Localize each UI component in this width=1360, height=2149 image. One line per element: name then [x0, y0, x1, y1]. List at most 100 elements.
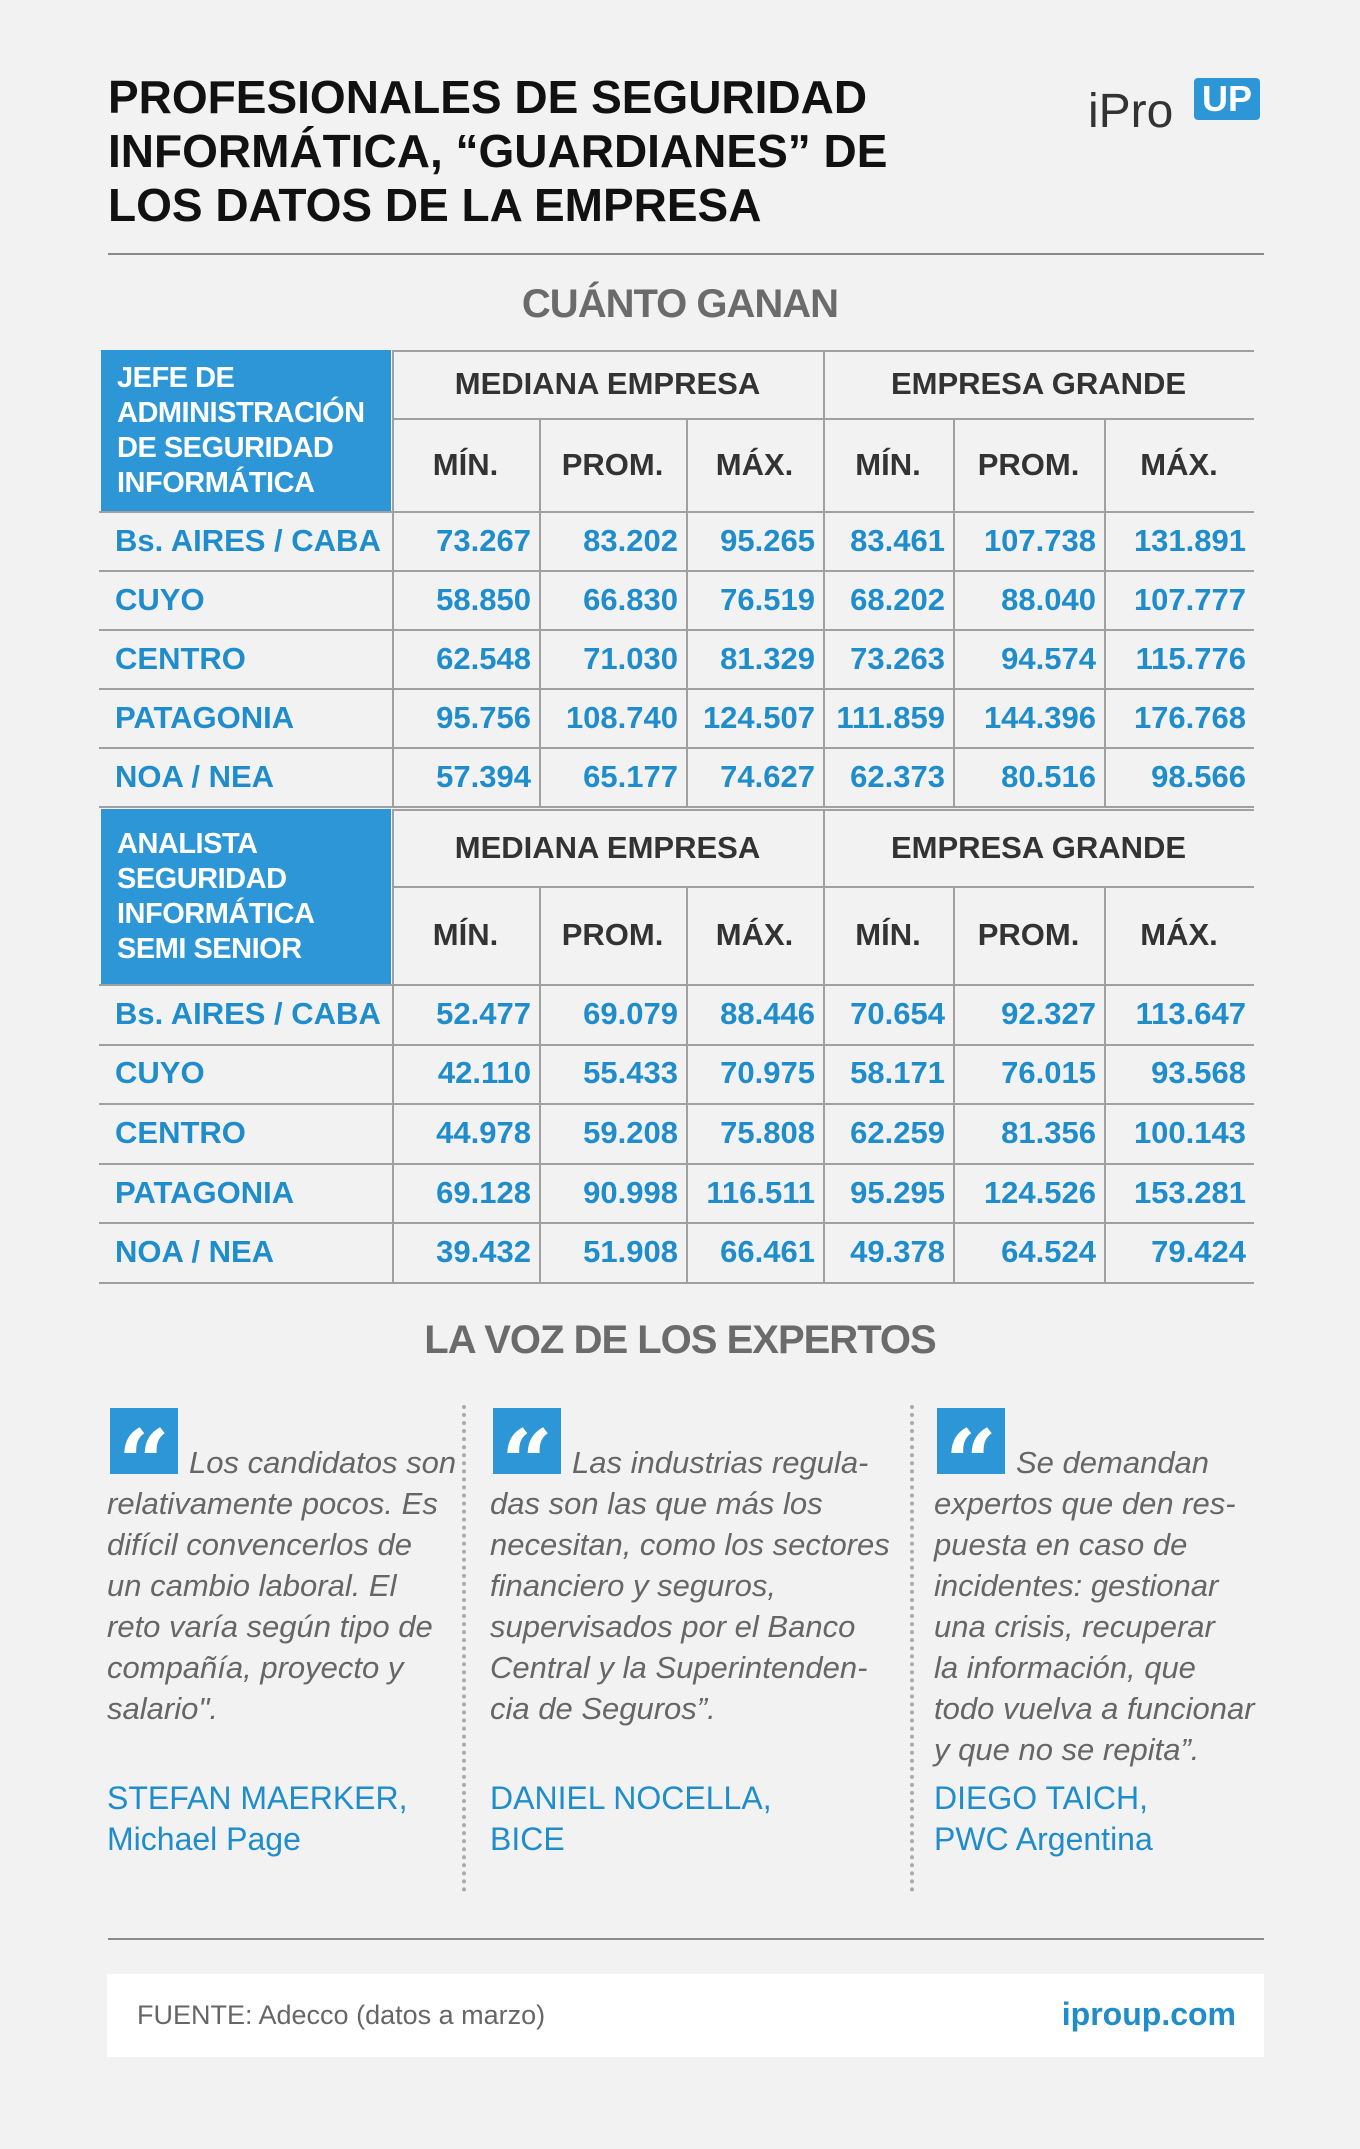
region: Bs. AIRES / CABA	[115, 995, 381, 1031]
region: PATAGONIA	[115, 1174, 295, 1210]
rule	[99, 806, 1254, 808]
value: 153.281	[1133, 1174, 1246, 1210]
quote-line: financiero y seguros,	[490, 1568, 777, 1603]
region: Bs. AIRES / CABA	[115, 522, 381, 558]
value: 66.830	[583, 581, 678, 617]
rule	[1104, 886, 1106, 1282]
quote-line: necesitan, como los sectores	[490, 1527, 890, 1562]
rule	[99, 570, 1254, 572]
title: PROFESIONALES DE SEGURIDAD	[108, 71, 868, 123]
rule	[823, 350, 825, 806]
role-label: JEFE DE	[117, 361, 235, 394]
value: 57.394	[436, 758, 531, 794]
value: 113.647	[1135, 995, 1246, 1031]
quote-line: das son las que más los	[490, 1486, 823, 1521]
value: 52.477	[436, 995, 531, 1031]
quote-line: salario".	[107, 1691, 218, 1726]
author: Michael Page	[107, 1821, 301, 1857]
value: 65.177	[583, 758, 678, 794]
value: 94.574	[1001, 640, 1096, 676]
value: 79.424	[1151, 1234, 1246, 1270]
column-header: MÍN.	[432, 446, 499, 482]
rule	[99, 1282, 1254, 1284]
column-header: MÁX.	[715, 446, 794, 482]
rule	[99, 511, 1254, 513]
region: NOA / NEA	[115, 1234, 275, 1270]
quote-line: relativamente pocos. Es	[107, 1486, 438, 1521]
rule	[953, 418, 955, 806]
role-label: SEGURIDAD	[117, 862, 287, 895]
value: 55.433	[583, 1055, 678, 1091]
author: BICE	[490, 1821, 565, 1857]
group-header: MEDIANA EMPRESA	[454, 366, 761, 401]
group-header: EMPRESA GRANDE	[890, 829, 1187, 865]
role-box: ANALISTA SEGURIDAD INFORMÁTICA SEMI SENIOR	[101, 809, 391, 984]
region: NOA / NEA	[115, 758, 275, 794]
value: 81.329	[720, 640, 815, 676]
quote-icon: “	[937, 1408, 1005, 1516]
value: 42.110	[437, 1055, 531, 1091]
value: 80.516	[1001, 758, 1096, 794]
logo: iPro	[1088, 85, 1174, 138]
value: 124.526	[983, 1174, 1096, 1210]
rule	[99, 1162, 1254, 1165]
value: 83.461	[850, 522, 945, 558]
value: 111.859	[836, 699, 945, 735]
value: 62.548	[436, 640, 531, 676]
quote-line: y que no se repita”.	[934, 1732, 1200, 1767]
column-header: PROM.	[977, 446, 1080, 482]
author: STEFAN MAERKER,	[107, 1780, 408, 1816]
group-header: MEDIANA EMPRESA	[454, 829, 761, 865]
author: DANIEL NOCELLA,	[490, 1780, 772, 1816]
value: 73.267	[436, 522, 531, 558]
rule	[686, 418, 688, 806]
value: 74.627	[720, 758, 815, 794]
value: 93.568	[1151, 1055, 1246, 1091]
rule	[99, 1103, 1254, 1106]
rule	[99, 688, 1254, 690]
region: CENTRO	[115, 640, 246, 676]
value: 69.128	[436, 1174, 531, 1210]
value: 62.373	[850, 758, 945, 794]
rule	[539, 886, 541, 1282]
section-title: LA VOZ DE LOS EXPERTOS	[424, 1318, 936, 1362]
value: 73.263	[850, 640, 945, 676]
rule	[686, 886, 688, 1282]
value: 90.998	[583, 1174, 678, 1210]
quote-line: difícil convencerlos de	[107, 1527, 412, 1562]
quote-line: puesta en caso de	[934, 1527, 1188, 1562]
quote-line: cia de Seguros”.	[490, 1691, 716, 1726]
author: DIEGO TAICH,	[934, 1780, 1148, 1816]
value: 58.850	[436, 581, 531, 617]
title: INFORMÁTICA, “GUARDIANES” DE	[108, 125, 888, 177]
footer-box	[107, 1974, 1264, 2057]
quote-line: una crisis, recuperar	[934, 1609, 1215, 1644]
value: 69.079	[583, 995, 678, 1031]
value: 95.265	[720, 522, 815, 558]
quote-line: reto varía según tipo de	[107, 1609, 433, 1644]
value: 62.259	[850, 1114, 945, 1150]
rule	[392, 350, 394, 806]
region: CUYO	[115, 1055, 205, 1091]
author: PWC Argentina	[934, 1821, 1153, 1857]
separator	[462, 1405, 466, 1892]
column-header: PROM.	[977, 917, 1080, 952]
value: 107.738	[983, 522, 1096, 558]
rule	[953, 886, 955, 1282]
value: 95.295	[850, 1174, 945, 1210]
site: iproup.com	[1061, 1996, 1236, 2032]
quote-line: todo vuelva a funcionar	[934, 1691, 1255, 1726]
value: 83.202	[583, 522, 678, 558]
logo-badge: UP	[1194, 78, 1261, 120]
value: 76.519	[720, 581, 815, 617]
value: 108.740	[565, 699, 678, 735]
quote-line: Los candidatos son	[189, 1445, 457, 1480]
column-header: MÍN.	[855, 446, 921, 482]
separator	[910, 1405, 914, 1892]
role-label: ANALISTA	[117, 827, 258, 860]
role-label: INFORMÁTICA	[117, 466, 315, 499]
column-header: MÍN.	[432, 917, 499, 952]
quote-line: Las industrias regula-	[572, 1445, 869, 1480]
value: 70.975	[720, 1055, 815, 1091]
quote-icon: “	[110, 1408, 178, 1516]
